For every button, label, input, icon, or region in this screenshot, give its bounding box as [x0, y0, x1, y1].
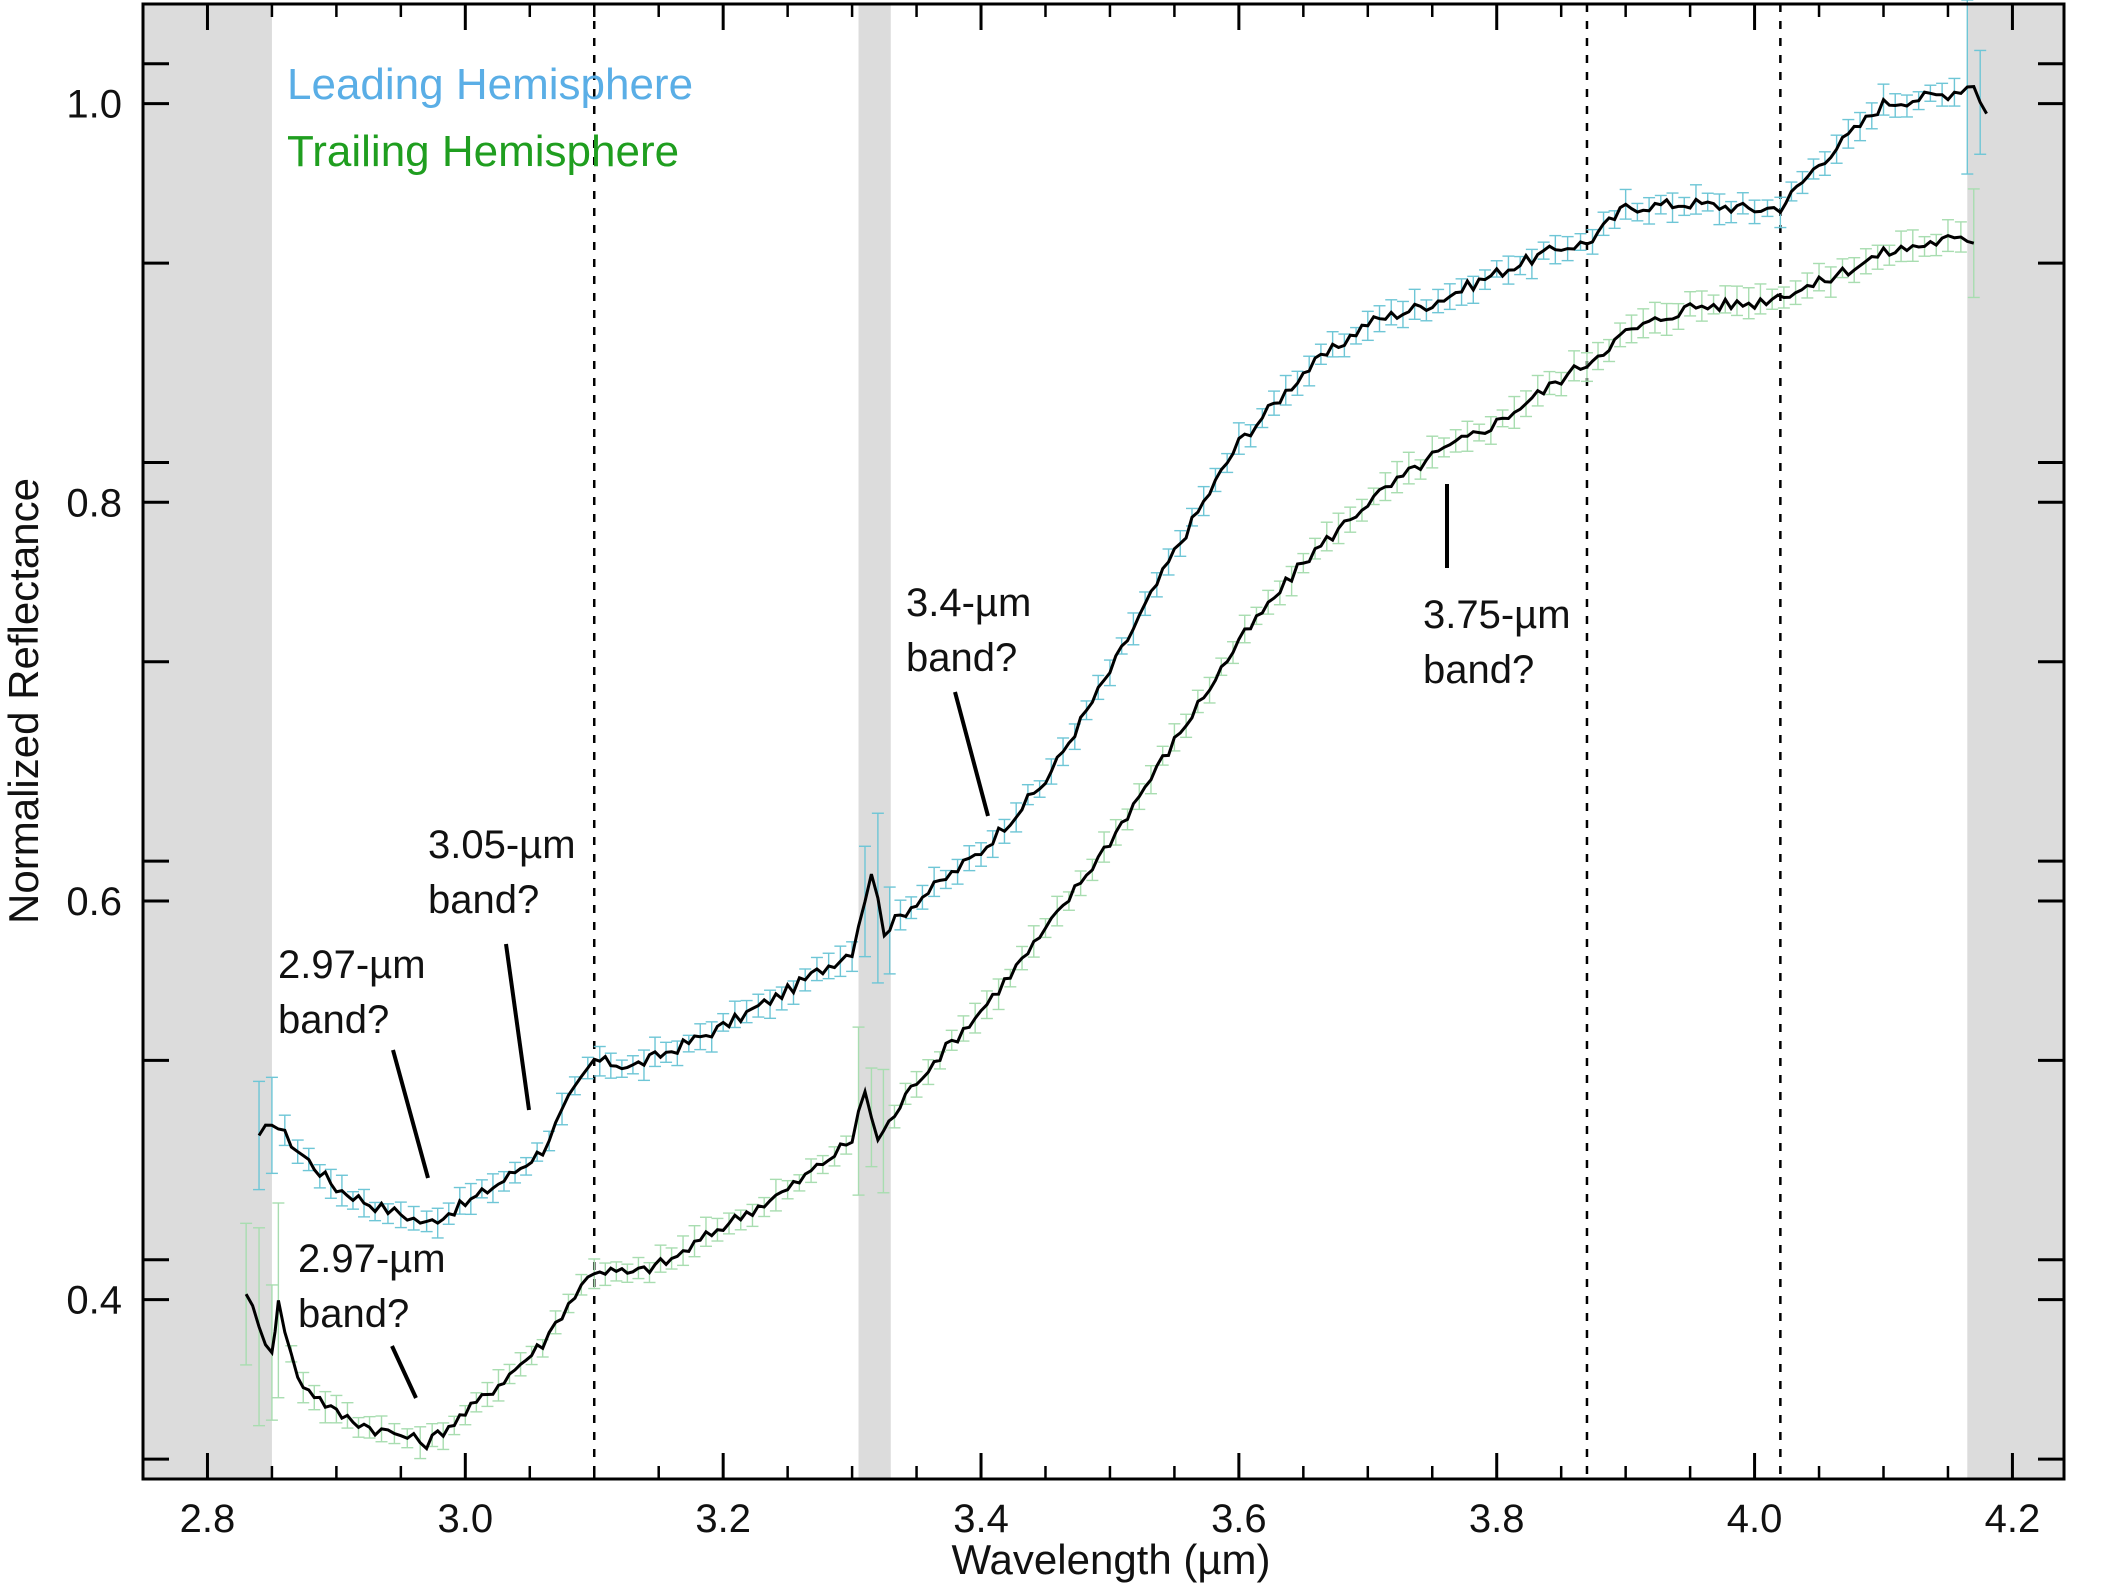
annotation-label-3: 3.75-µm band? — [1423, 593, 1571, 692]
annotation-label-1: 3.05-µm band? — [428, 823, 576, 922]
error-bars — [240, 0, 1987, 1460]
annotation-line-3-1: band? — [1423, 648, 1534, 692]
plot-frame — [141, 2, 2066, 1481]
annotation-leader-2 — [953, 691, 990, 817]
x-tick-label-0: 2.8 — [180, 1497, 236, 1541]
dashed-lines — [592, 4, 1782, 1479]
legend-entry-0: Leading Hemisphere — [287, 60, 693, 109]
band-annotations: 2.97-µm band?3.05-µm band?3.4-µm band?3.75-… — [278, 484, 1571, 1399]
annotation-label-4: 2.97-µm band? — [298, 1237, 446, 1336]
x-tick-label-6: 4.0 — [1727, 1497, 1783, 1541]
y-axis-title: Normalized Reflectance — [0, 478, 47, 924]
axis-ticks: 2.8 3.0 3.2 3.4 3.6 3.8 4.0 4.2 0.4 0.6 0.8 1.0 — [66, 4, 2064, 1541]
shaded-regions — [143, 4, 2064, 1479]
annotation-label-0: 2.97-µm band? — [278, 943, 426, 1042]
annotation-line-4-0: 2.97-µm — [298, 1237, 446, 1281]
shaded-region-0 — [143, 4, 272, 1479]
y-tick-label-0: 0.4 — [66, 1279, 122, 1323]
y-tick-label-2: 0.8 — [66, 481, 122, 525]
shaded-region-2 — [1967, 4, 2064, 1479]
annotation-leader-1 — [504, 943, 531, 1111]
legend: Leading Hemisphere Trailing Hemisphere — [287, 60, 693, 176]
series-line-0 — [257, 85, 1988, 1225]
annotation-line-0-1: band? — [278, 998, 389, 1042]
annotation-line-4-1: band? — [298, 1292, 409, 1336]
x-axis-title: Wavelength (µm) — [951, 1536, 1270, 1583]
legend-entry-1: Trailing Hemisphere — [287, 127, 679, 176]
annotation-line-1-0: 3.05-µm — [428, 823, 576, 867]
x-tick-label-2: 3.2 — [695, 1497, 751, 1541]
x-tick-label-3: 3.4 — [953, 1497, 1009, 1541]
annotation-line-1-1: band? — [428, 878, 539, 922]
annotation-line-2-1: band? — [906, 636, 1017, 680]
x-tick-label-5: 3.8 — [1469, 1497, 1525, 1541]
annotation-line-0-0: 2.97-µm — [278, 943, 426, 987]
series-line-1 — [244, 233, 1975, 1452]
x-tick-label-1: 3.0 — [438, 1497, 494, 1541]
annotation-line-2-0: 3.4-µm — [906, 581, 1031, 625]
series-lines — [244, 85, 1988, 1452]
x-tick-label-7: 4.2 — [1985, 1497, 2041, 1541]
shaded-region-1 — [858, 4, 891, 1479]
y-tick-label-3: 1.0 — [66, 83, 122, 127]
x-tick-label-4: 3.6 — [1211, 1497, 1267, 1541]
annotation-line-3-0: 3.75-µm — [1423, 593, 1571, 637]
annotation-label-2: 3.4-µm band? — [906, 581, 1031, 680]
y-tick-label-1: 0.6 — [66, 880, 122, 924]
annotation-leader-0 — [391, 1049, 430, 1179]
annotation-leader-4 — [390, 1345, 418, 1399]
